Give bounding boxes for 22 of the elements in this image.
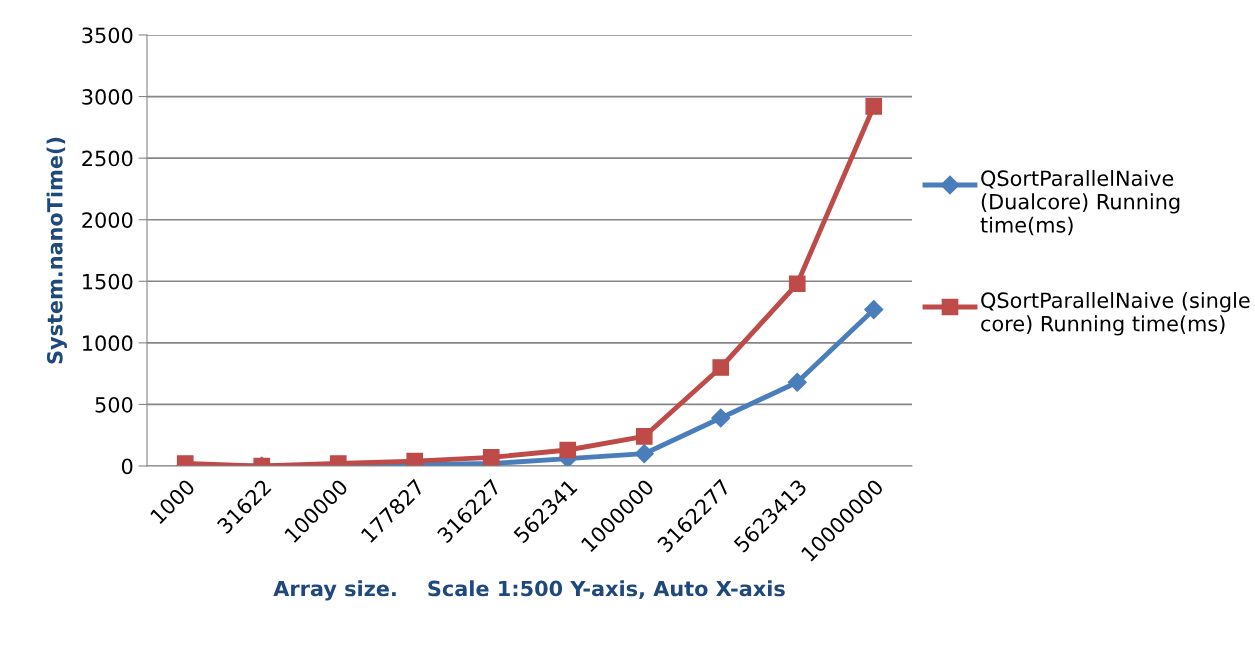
point [634, 444, 654, 464]
y-tick-label: 0 [121, 458, 133, 475]
y-tick-label: 3000 [82, 89, 133, 105]
y-tick-label: 1500 [83, 273, 133, 290]
y-tick-label: 3500 [82, 27, 133, 44]
y-tick-label: 2500 [82, 150, 133, 167]
legend-label: QSortParallelNaive (single core) Running time(ms) [981, 292, 1250, 336]
point [788, 275, 806, 293]
x-axis-title: Array size. Scale 1:500 Y-axis, Auto X-axis [273, 580, 785, 601]
legend-label: QSortParallelNaive (Dualcore) Running time(ms) [980, 170, 1180, 236]
y-axis-title: System.nanoTime() [46, 137, 67, 364]
point [482, 449, 500, 466]
y-tick-label: 1000 [83, 335, 133, 352]
point [559, 441, 577, 459]
point [635, 428, 653, 445]
y-tick-label: 500 [95, 396, 133, 413]
point [711, 408, 731, 428]
point [865, 98, 883, 115]
point [712, 359, 730, 376]
point [864, 300, 884, 320]
y-tick-label: 2000 [82, 212, 133, 228]
point [787, 372, 807, 392]
